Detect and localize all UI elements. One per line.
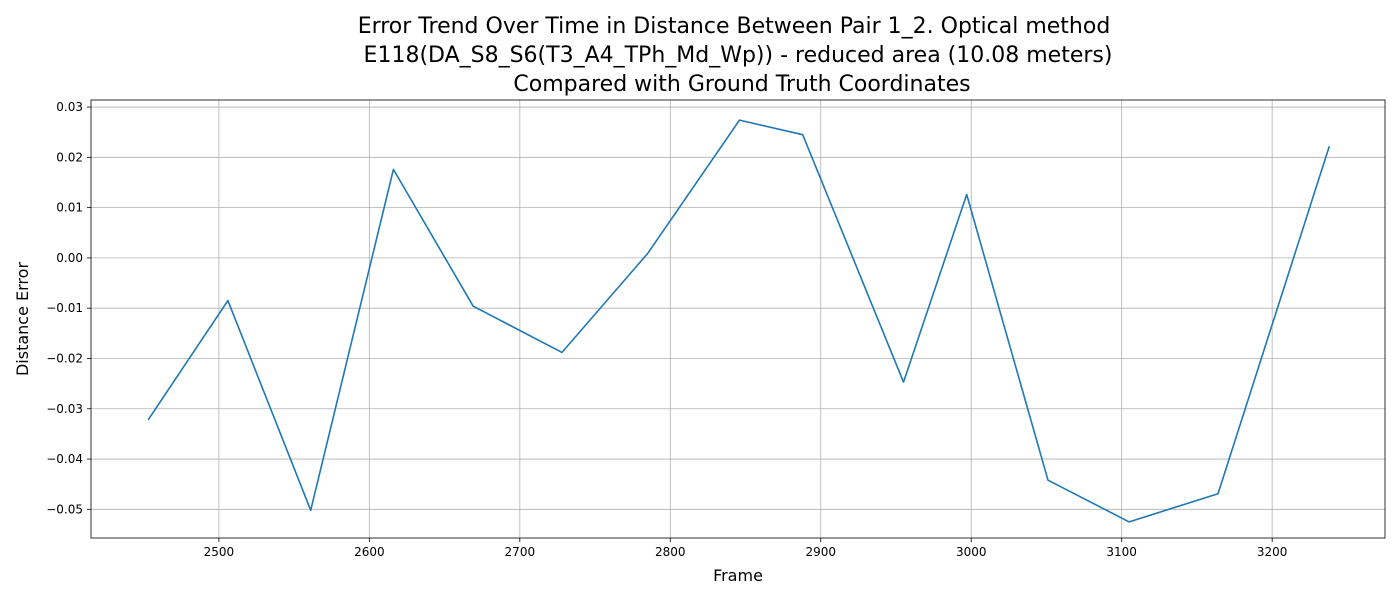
y-tick-label: 0.03 — [56, 100, 83, 114]
plot-frame — [90, 99, 1386, 539]
y-tick-label: 0.00 — [56, 251, 83, 265]
data-point — [737, 118, 742, 123]
data-point — [1215, 491, 1220, 496]
ticks: 2500 2600 2700 2800 2900 3000 3100 3200 0.03 0.02… — [46, 100, 1287, 559]
data-point — [964, 192, 969, 197]
data-point — [1327, 144, 1332, 149]
x-tick-label: 2700 — [505, 545, 536, 559]
data-point — [225, 298, 230, 303]
y-tick-label: −0.05 — [46, 502, 83, 516]
data-point — [559, 350, 564, 355]
x-tick-label: 2500 — [204, 545, 235, 559]
x-tick-label: 3000 — [956, 545, 987, 559]
data-point — [391, 167, 396, 172]
series-line — [147, 119, 1331, 523]
y-tick-label: 0.02 — [56, 150, 83, 164]
chart-title-line-1: Error Trend Over Time in Distance Betwee… — [358, 14, 1111, 39]
y-tick-label: −0.01 — [46, 301, 83, 315]
y-axis-label: Distance Error — [13, 262, 32, 376]
x-tick-label: 3100 — [1106, 545, 1137, 559]
x-tick-label: 2900 — [805, 545, 836, 559]
x-tick-label: 2600 — [354, 545, 385, 559]
data-point — [645, 251, 650, 256]
data-point — [1127, 519, 1132, 524]
x-tick-label: 3200 — [1257, 545, 1288, 559]
data-point — [471, 304, 476, 309]
y-tick-label: −0.02 — [46, 351, 83, 365]
y-tick-label: −0.04 — [46, 452, 83, 466]
chart-title-line-2: E118(DA_S8_S6(T3_A4_TPh_Md_Wp)) - reduce… — [364, 43, 1113, 68]
data-point — [146, 417, 151, 422]
data-point — [1045, 478, 1050, 483]
data-point — [800, 132, 805, 137]
data-point — [901, 380, 906, 385]
x-axis-label: Frame — [713, 566, 763, 585]
series-layer — [146, 118, 1332, 524]
grid — [91, 100, 1385, 538]
x-tick-label: 2800 — [655, 545, 686, 559]
data-point — [308, 508, 313, 513]
chart-title-line-3: Compared with Ground Truth Coordinates — [513, 72, 970, 97]
y-tick-label: 0.01 — [56, 201, 83, 215]
y-tick-label: −0.03 — [46, 402, 83, 416]
